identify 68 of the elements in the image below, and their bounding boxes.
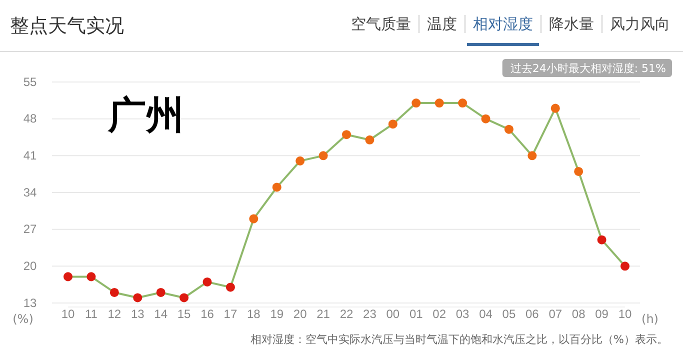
point xyxy=(133,293,142,302)
y-tick-label: 27 xyxy=(23,222,37,236)
x-tick-label: 10 xyxy=(618,307,632,321)
x-tick-label: 23 xyxy=(363,307,377,321)
point xyxy=(412,98,421,108)
point xyxy=(528,151,537,160)
point xyxy=(180,293,189,302)
x-tick-label: 12 xyxy=(108,307,122,321)
text: 相对湿度：空气中实际水汽压与当时气温下的饱和水汽压之比，以百分比（%）表示。 xyxy=(250,333,668,346)
x-tick-label: 06 xyxy=(525,307,540,321)
point xyxy=(597,235,606,244)
x-tick-label: 11 xyxy=(84,307,98,321)
x-tick-label: 07 xyxy=(548,307,562,321)
x-tick-label: 20 xyxy=(293,307,308,321)
point xyxy=(388,120,398,129)
x-tick-label: 13 xyxy=(130,307,145,321)
y-tick-label: 13 xyxy=(23,296,37,310)
x-tick-label: 15 xyxy=(177,307,192,321)
text: 风力风向 xyxy=(610,15,670,33)
point xyxy=(620,262,630,271)
y-tick-label: 41 xyxy=(23,148,37,163)
point xyxy=(156,288,166,297)
x-tick-label: 09 xyxy=(595,307,609,321)
annotation: 广州 xyxy=(107,93,184,137)
x-tick-label: 08 xyxy=(572,307,586,321)
text: 相对湿度 xyxy=(473,15,533,33)
y-tick-label: 55 xyxy=(23,74,37,89)
point xyxy=(434,98,444,108)
x-tick-label: 05 xyxy=(502,307,516,321)
point xyxy=(86,272,96,282)
point xyxy=(226,282,235,292)
point xyxy=(63,272,73,282)
point xyxy=(202,277,212,286)
x-tick-label: 00 xyxy=(386,307,400,321)
point xyxy=(574,166,584,176)
y-tick-label: 20 xyxy=(23,259,37,274)
point xyxy=(342,130,352,140)
x-tick-label: 01 xyxy=(409,307,424,321)
point xyxy=(249,214,258,224)
text: 空气质量 xyxy=(351,15,411,33)
point xyxy=(318,151,328,160)
text: 温度 xyxy=(427,15,457,33)
chart-title: 整点天气实况 xyxy=(10,15,124,37)
point xyxy=(365,135,374,144)
x-tick-label: 14 xyxy=(154,307,168,321)
point xyxy=(504,124,514,134)
x-tick-label: 03 xyxy=(456,307,470,321)
point xyxy=(550,104,560,113)
x-tick-label: 02 xyxy=(432,307,446,321)
x-tick-label: 18 xyxy=(246,307,261,321)
x-tick-label: 19 xyxy=(270,307,284,321)
y-tick-label: 48 xyxy=(23,112,37,126)
y-tick-label: 34 xyxy=(23,185,37,200)
point xyxy=(272,182,282,192)
x-axis-title: (h) xyxy=(642,312,658,326)
point xyxy=(481,114,490,124)
x-tick-label: 16 xyxy=(200,307,214,321)
text: 过去24小时最大相对湿度: 51% xyxy=(510,62,666,75)
x-tick-label: 04 xyxy=(479,307,493,321)
point xyxy=(110,288,119,297)
y-axis-title: (%) xyxy=(12,312,34,326)
x-tick-label: 21 xyxy=(316,307,330,321)
text: 降水量 xyxy=(549,15,594,33)
x-tick-label: 17 xyxy=(224,307,238,321)
x-tick-label: 10 xyxy=(61,307,75,321)
x-tick-label: 22 xyxy=(340,307,354,321)
point xyxy=(458,98,468,108)
point xyxy=(296,156,305,166)
